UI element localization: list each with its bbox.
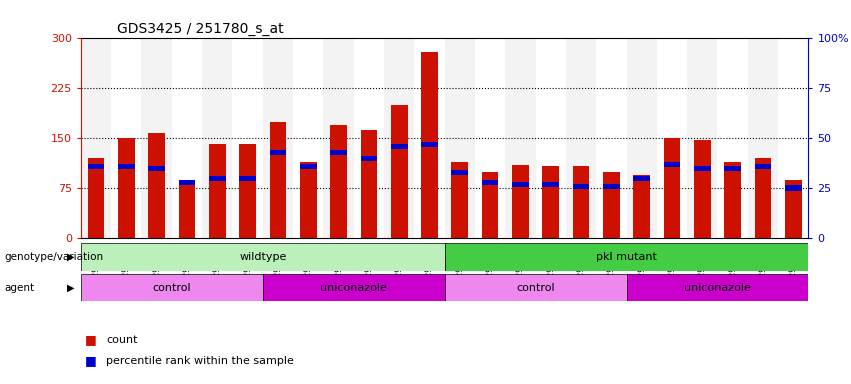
Bar	[330, 149, 347, 155]
Bar	[384, 38, 414, 238]
Bar	[323, 38, 354, 238]
Bar	[148, 166, 165, 171]
Bar	[202, 38, 232, 238]
Bar	[664, 138, 680, 238]
Bar	[263, 38, 293, 238]
Bar	[81, 38, 111, 238]
Bar	[118, 138, 134, 238]
Text: wildtype: wildtype	[239, 252, 287, 262]
Bar	[421, 52, 437, 238]
Bar	[482, 172, 499, 238]
Bar	[482, 179, 499, 185]
Text: agent: agent	[4, 283, 34, 293]
Bar	[118, 164, 134, 169]
Bar	[785, 185, 802, 191]
Bar	[88, 164, 105, 169]
Bar	[179, 179, 195, 185]
Bar	[573, 184, 590, 189]
Bar	[444, 274, 626, 301]
Bar	[566, 38, 597, 238]
Text: GDS3425 / 251780_s_at: GDS3425 / 251780_s_at	[117, 22, 284, 36]
Bar	[603, 184, 620, 189]
Text: control: control	[152, 283, 191, 293]
Bar	[687, 38, 717, 238]
Text: genotype/variation: genotype/variation	[4, 252, 103, 262]
Text: uniconazole: uniconazole	[684, 283, 751, 293]
Bar	[542, 182, 559, 187]
Bar	[452, 162, 468, 238]
Bar	[573, 166, 590, 238]
Bar	[626, 38, 657, 238]
Bar	[81, 243, 444, 271]
Text: ▶: ▶	[67, 252, 75, 262]
Bar	[391, 144, 408, 149]
Bar	[664, 162, 680, 167]
Text: ■: ■	[85, 333, 97, 346]
Text: count: count	[106, 335, 138, 345]
Bar	[444, 38, 475, 238]
Bar	[785, 179, 802, 238]
Bar	[603, 172, 620, 238]
Bar	[270, 122, 286, 238]
Bar	[512, 165, 528, 238]
Bar	[148, 133, 165, 238]
Bar	[755, 164, 771, 169]
Text: control: control	[517, 283, 555, 293]
Bar	[694, 139, 711, 238]
Bar	[209, 175, 226, 181]
Text: pkl mutant: pkl mutant	[596, 252, 657, 262]
Bar	[542, 166, 559, 238]
Bar	[391, 105, 408, 238]
Bar	[724, 162, 741, 238]
Bar	[694, 166, 711, 171]
Bar	[755, 158, 771, 238]
Bar	[88, 158, 105, 238]
Bar	[633, 175, 650, 181]
Bar	[512, 182, 528, 187]
Bar	[421, 142, 437, 147]
Bar	[263, 274, 444, 301]
Bar	[361, 129, 377, 238]
Bar	[748, 38, 778, 238]
Bar	[300, 164, 317, 169]
Bar	[626, 274, 808, 301]
Bar	[361, 156, 377, 161]
Text: ▶: ▶	[67, 283, 75, 293]
Bar	[239, 144, 256, 238]
Bar	[270, 149, 286, 155]
Bar	[452, 169, 468, 175]
Text: percentile rank within the sample: percentile rank within the sample	[106, 356, 294, 366]
Bar	[444, 243, 808, 271]
Text: ■: ■	[85, 354, 97, 367]
Bar	[300, 162, 317, 238]
Bar	[239, 175, 256, 181]
Bar	[141, 38, 172, 238]
Bar	[209, 144, 226, 238]
Bar	[724, 166, 741, 171]
Bar	[330, 125, 347, 238]
Bar	[81, 274, 263, 301]
Bar	[505, 38, 535, 238]
Text: uniconazole: uniconazole	[320, 283, 387, 293]
Bar	[179, 179, 195, 238]
Bar	[633, 175, 650, 238]
